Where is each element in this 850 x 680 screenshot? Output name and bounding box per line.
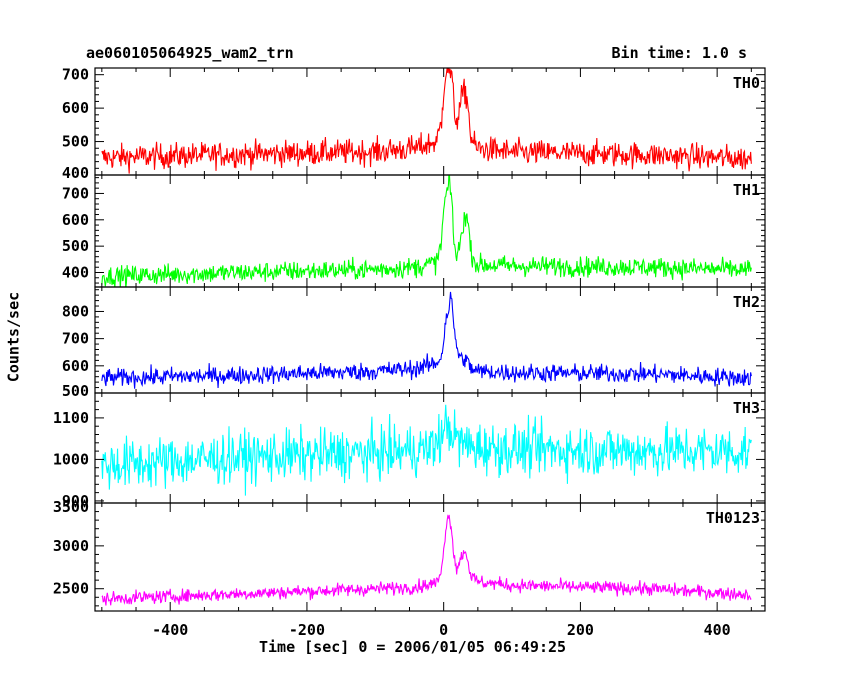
panel-label-th3: TH3: [733, 399, 760, 417]
y-tick-label-th1: 400: [62, 264, 89, 282]
x-axis-title: Time [sec] 0 = 2006/01/05 06:49:25: [259, 638, 567, 656]
panel-label-th2: TH2: [733, 293, 760, 311]
panel-label-th0: TH0: [733, 74, 760, 92]
x-tick-label: 0: [439, 621, 448, 639]
y-tick-label-th0: 400: [62, 164, 89, 182]
y-tick-label-th0123: 2500: [53, 580, 89, 598]
series-trace-th1: [101, 175, 752, 287]
panel-label-th0123: TH0123: [706, 509, 760, 527]
y-tick-label-th0123: 3000: [53, 537, 89, 555]
series-trace-th2: [101, 291, 752, 389]
y-tick-label-th0: 600: [62, 99, 89, 117]
panel-frame-th0: [94, 67, 766, 176]
chart-title: ae060105064925_wam2_trn: [86, 44, 294, 62]
panel-frame-th0123: [94, 502, 766, 612]
y-tick-label-th2: 600: [62, 357, 89, 375]
x-tick-label: 400: [704, 621, 731, 639]
panel-label-th1: TH1: [733, 181, 760, 199]
y-tick-label-th2: 700: [62, 330, 89, 348]
y-tick-label-th1: 600: [62, 211, 89, 229]
x-tick-label: -400: [152, 621, 188, 639]
series-trace-th0123: [101, 514, 752, 606]
y-tick-label-th1: 700: [62, 184, 89, 202]
x-tick-label: -200: [289, 621, 325, 639]
series-trace-th3: [101, 404, 752, 496]
y-tick-label-th1: 500: [62, 237, 89, 255]
y-tick-label-th0: 500: [62, 133, 89, 151]
y-tick-label-th0: 700: [62, 66, 89, 84]
x-tick-label: 200: [567, 621, 594, 639]
y-axis-title: Counts/sec: [4, 291, 23, 383]
y-tick-label-th0123: 3500: [53, 498, 89, 516]
y-tick-label-th2: 800: [62, 302, 89, 320]
y-tick-label-th2: 500: [62, 382, 89, 400]
bin-time-label: Bin time: 1.0 s: [611, 44, 747, 62]
y-tick-label-th3: 1100: [53, 409, 89, 427]
series-trace-th0: [101, 68, 752, 174]
y-tick-label-th3: 900: [62, 492, 89, 510]
y-tick-label-th3: 1000: [53, 450, 89, 468]
